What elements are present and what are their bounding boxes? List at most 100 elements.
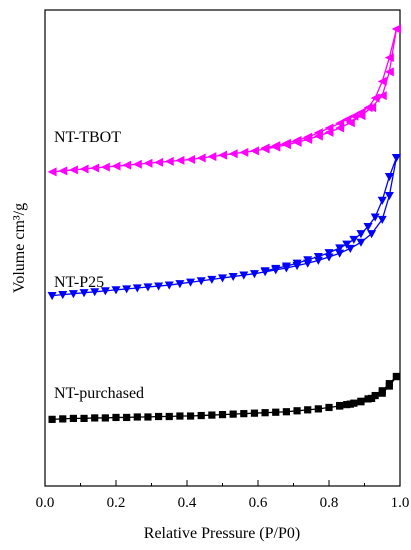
adsorption-point <box>239 271 249 280</box>
x-axis-title: Relative Pressure (P/P0) <box>144 525 300 542</box>
desorption-point <box>385 380 393 388</box>
adsorption-point <box>112 413 120 422</box>
series-nt-tbot <box>47 24 401 177</box>
x-axis-ticks: 0.0 0.2 0.4 0.6 0.8 1.0 <box>36 480 409 511</box>
adsorption-point <box>356 238 366 247</box>
adsorption-point <box>345 244 355 253</box>
adsorption-point <box>165 412 173 421</box>
adsorption-point <box>218 150 227 160</box>
adsorption-point <box>68 165 78 175</box>
desorption-point <box>370 213 380 222</box>
adsorption-point <box>186 278 196 287</box>
adsorption-point <box>367 230 377 239</box>
adsorption-point <box>304 406 312 414</box>
adsorption-point <box>111 286 121 295</box>
adsorption-point <box>155 412 163 421</box>
desorption-point <box>281 262 291 271</box>
adsorption-point <box>186 412 195 420</box>
x-tick-label: 0.6 <box>249 495 268 511</box>
desorption-point <box>335 118 345 128</box>
adsorption-point <box>100 287 110 296</box>
x-tick-label: 0.2 <box>107 495 126 511</box>
adsorption-point <box>261 409 269 417</box>
desorption-point <box>336 401 344 410</box>
adsorption-point <box>196 277 206 286</box>
adsorption-point <box>69 414 77 423</box>
adsorption-point <box>197 411 205 420</box>
adsorption-point <box>111 161 121 171</box>
adsorption-point <box>175 155 185 165</box>
adsorption-point <box>68 290 78 299</box>
adsorption-point <box>144 413 152 421</box>
adsorption-point <box>100 162 110 172</box>
desorption-point <box>342 114 352 124</box>
desorption-point <box>324 123 334 133</box>
adsorption-point <box>79 289 89 298</box>
adsorption-point <box>377 91 387 101</box>
desorption-point <box>384 53 394 63</box>
adsorption-point <box>218 411 227 419</box>
x-tick-label: 0.4 <box>178 495 197 511</box>
desorption-point <box>370 93 380 103</box>
desorption-point <box>356 230 366 239</box>
adsorption-point <box>154 157 164 167</box>
desorption-point <box>292 259 302 268</box>
adsorption-point <box>207 275 217 284</box>
desorption-point <box>271 141 281 151</box>
adsorption-point <box>324 253 334 262</box>
adsorption-point <box>48 415 56 423</box>
desorption-point <box>377 196 387 205</box>
desorption-point <box>271 264 281 273</box>
adsorption-point <box>132 159 142 169</box>
adsorption-point <box>335 249 345 258</box>
desorption-point <box>377 76 387 86</box>
adsorption-point <box>176 412 184 420</box>
series-label-nt-p25: NT-P25 <box>54 274 104 291</box>
desorption-point <box>363 222 373 232</box>
adsorption-point <box>240 410 248 418</box>
adsorption-point <box>229 410 237 418</box>
series-label-nt-purchased: NT-purchased <box>54 385 144 402</box>
adsorption-point <box>228 272 238 282</box>
adsorption-point <box>272 408 280 416</box>
desorption-point <box>363 103 373 113</box>
series-layer <box>47 24 401 423</box>
adsorption-point <box>207 152 217 162</box>
desorption-point <box>391 24 401 34</box>
x-tick-label: 0.0 <box>36 495 55 511</box>
adsorption-point <box>122 160 132 170</box>
desorption-point <box>378 387 386 395</box>
desorption-point <box>350 399 358 407</box>
x-tick-label: 0.8 <box>320 495 339 511</box>
desorption-point <box>357 397 365 405</box>
adsorption-line <box>52 28 398 173</box>
adsorption-point <box>133 413 141 421</box>
adsorption-point <box>123 413 131 422</box>
adsorption-point <box>154 282 164 291</box>
adsorption-point <box>47 292 57 301</box>
adsorption-line <box>52 157 398 297</box>
adsorption-point <box>90 288 100 297</box>
desorption-point <box>371 391 379 400</box>
desorption-point <box>349 111 359 121</box>
adsorption-point <box>208 411 216 419</box>
desorption-point <box>335 244 345 253</box>
desorption-point <box>392 372 401 381</box>
adsorption-point <box>164 281 174 290</box>
adsorption-point <box>58 166 68 176</box>
adsorption-point <box>249 270 259 279</box>
adsorption-point <box>143 158 153 168</box>
adsorption-point <box>79 164 89 174</box>
adsorption-point <box>228 149 238 159</box>
adsorption-point <box>58 291 68 300</box>
series-nt-p25 <box>47 153 401 301</box>
adsorption-point <box>196 153 206 163</box>
desorption-point <box>324 249 334 258</box>
series-label-nt-tbot: NT-TBOT <box>54 129 121 146</box>
adsorption-point <box>47 167 57 177</box>
adsorption-point <box>143 283 153 292</box>
adsorption-point <box>384 192 394 201</box>
y-axis-title: Volume cm³/g <box>11 203 28 293</box>
desorption-point <box>260 267 270 276</box>
